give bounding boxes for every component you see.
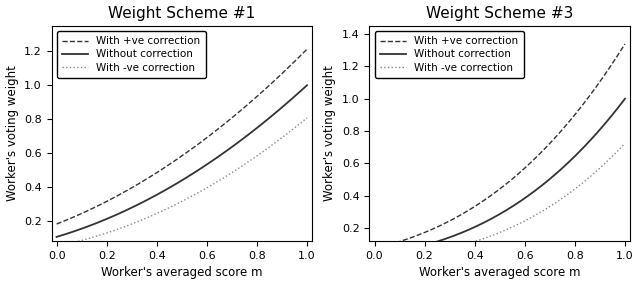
Y-axis label: Worker's voting weight: Worker's voting weight [6, 66, 19, 201]
With -ve correction [491, 233, 499, 236]
Without correction [172, 182, 179, 186]
Without correction [173, 182, 181, 185]
With +ve correction [303, 47, 311, 51]
Without correction [202, 164, 209, 167]
Line: Without correction: Without correction [374, 99, 625, 255]
With -ve correction [371, 257, 378, 260]
Without correction [576, 150, 584, 153]
Line: With -ve correction: With -ve correction [374, 143, 625, 259]
With +ve correction [297, 53, 305, 57]
Without correction [490, 216, 497, 219]
With +ve correction [202, 137, 209, 140]
With +ve correction [576, 107, 584, 110]
Without correction [491, 215, 499, 219]
With -ve correction [173, 202, 181, 205]
Without correction [303, 84, 311, 87]
With -ve correction [258, 151, 266, 154]
With +ve correction [173, 158, 181, 161]
With -ve correction [303, 116, 311, 119]
With +ve correction [621, 42, 628, 46]
Without correction [506, 206, 514, 210]
Without correction [297, 89, 305, 92]
With -ve correction [52, 245, 60, 248]
With +ve correction [371, 247, 378, 250]
Without correction [371, 254, 378, 257]
With -ve correction [576, 184, 584, 187]
With +ve correction [615, 52, 623, 55]
Without correction [615, 105, 623, 108]
With +ve correction [506, 179, 514, 182]
Line: With -ve correction: With -ve correction [56, 118, 307, 246]
With +ve correction [172, 158, 179, 162]
Y-axis label: Worker's voting weight: Worker's voting weight [323, 66, 337, 201]
Without correction [520, 197, 527, 201]
With +ve correction [490, 192, 497, 196]
Line: Without correction: Without correction [56, 85, 307, 237]
With +ve correction [520, 168, 527, 171]
With -ve correction [202, 187, 209, 190]
With -ve correction [615, 148, 623, 151]
With -ve correction [297, 121, 305, 125]
X-axis label: Worker's averaged score m: Worker's averaged score m [419, 266, 580, 280]
With +ve correction [491, 191, 499, 194]
With -ve correction [188, 194, 196, 198]
With -ve correction [621, 142, 628, 145]
Title: Weight Scheme #1: Weight Scheme #1 [108, 5, 255, 21]
Title: Weight Scheme #3: Weight Scheme #3 [426, 5, 573, 21]
Without correction [258, 122, 266, 126]
With -ve correction [172, 203, 179, 206]
With -ve correction [490, 233, 497, 237]
With +ve correction [258, 90, 266, 94]
Without correction [621, 97, 628, 100]
Without correction [52, 235, 60, 239]
X-axis label: Worker's averaged score m: Worker's averaged score m [101, 266, 262, 280]
Line: With +ve correction: With +ve correction [374, 44, 625, 249]
With -ve correction [520, 220, 527, 223]
Without correction [188, 172, 196, 176]
Line: With +ve correction: With +ve correction [56, 49, 307, 224]
With +ve correction [188, 147, 196, 150]
Legend: With +ve correction, Without correction, With -ve correction: With +ve correction, Without correction,… [374, 31, 524, 78]
Legend: With +ve correction, Without correction, With -ve correction: With +ve correction, Without correction,… [57, 31, 205, 78]
With -ve correction [506, 226, 514, 230]
With +ve correction [52, 222, 60, 226]
